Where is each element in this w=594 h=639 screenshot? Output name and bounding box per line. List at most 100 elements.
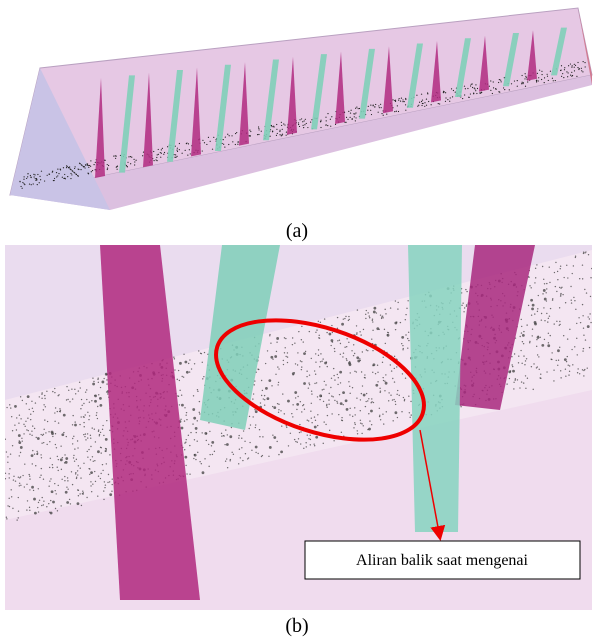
particle	[536, 346, 537, 347]
particle	[201, 353, 202, 354]
particle	[102, 464, 103, 465]
particle	[202, 140, 203, 141]
particle	[87, 433, 88, 434]
particle	[372, 350, 373, 351]
particle	[587, 325, 590, 328]
particle	[228, 144, 229, 145]
particle	[268, 456, 269, 457]
particle	[313, 443, 314, 444]
particle	[314, 370, 315, 371]
particle	[481, 92, 482, 93]
particle	[582, 315, 583, 316]
particle	[174, 369, 175, 370]
particle	[108, 474, 109, 475]
particle	[33, 183, 34, 184]
particle	[298, 122, 299, 123]
particle	[376, 327, 379, 330]
particle	[404, 399, 405, 400]
particle	[556, 291, 557, 292]
particle	[380, 419, 381, 420]
particle	[23, 179, 24, 180]
particle	[199, 461, 200, 462]
particle	[87, 451, 88, 452]
particle	[298, 124, 299, 125]
particle	[548, 333, 549, 334]
particle	[14, 405, 17, 408]
particle	[395, 101, 396, 102]
particle	[98, 431, 99, 432]
particle	[230, 459, 231, 460]
particle	[201, 463, 202, 464]
particle	[247, 458, 248, 459]
particle	[83, 422, 84, 423]
particle	[352, 119, 353, 120]
particle	[258, 128, 259, 129]
particle	[58, 485, 59, 486]
particle	[445, 101, 446, 102]
particle	[563, 77, 564, 78]
particle	[281, 125, 282, 126]
particle	[358, 108, 359, 109]
particle	[367, 312, 368, 313]
particle	[79, 382, 80, 383]
particle	[538, 295, 539, 296]
particle	[560, 266, 561, 267]
particle	[56, 447, 57, 448]
particle	[158, 154, 159, 155]
particle	[81, 505, 82, 506]
particle	[310, 411, 311, 412]
particle	[531, 287, 532, 288]
particle	[590, 322, 591, 323]
particle	[330, 387, 331, 388]
particle	[52, 501, 55, 504]
particle	[195, 459, 196, 460]
particle	[364, 377, 365, 378]
particle	[18, 441, 21, 444]
particle	[522, 341, 523, 342]
particle	[9, 468, 10, 469]
particle	[276, 441, 277, 442]
particle	[371, 398, 372, 399]
particle	[286, 131, 287, 132]
particle	[385, 313, 386, 314]
particle	[19, 485, 20, 486]
particle	[525, 360, 526, 361]
particle	[212, 454, 213, 455]
particle	[356, 332, 357, 333]
particle	[261, 380, 262, 381]
particle	[334, 351, 335, 352]
particle	[369, 315, 370, 316]
particle	[373, 402, 374, 403]
particle	[372, 320, 373, 321]
particle	[521, 363, 522, 364]
particle	[31, 177, 32, 178]
particle	[277, 403, 278, 404]
particle	[297, 364, 298, 365]
particle	[108, 165, 109, 166]
particle	[531, 307, 534, 310]
particle	[277, 366, 278, 367]
particle	[46, 391, 47, 392]
particle	[184, 420, 185, 421]
particle	[583, 252, 584, 253]
particle	[202, 471, 205, 474]
particle	[326, 407, 327, 408]
particle	[584, 62, 585, 63]
particle	[308, 420, 309, 421]
particle	[327, 113, 328, 114]
particle	[424, 106, 425, 107]
particle	[74, 424, 77, 427]
particle	[83, 434, 84, 435]
particle	[547, 76, 548, 77]
particle	[80, 477, 81, 478]
particle	[563, 277, 564, 278]
particle	[98, 382, 99, 383]
particle	[424, 102, 425, 103]
particle	[271, 126, 272, 127]
particle	[583, 61, 584, 62]
particle	[188, 363, 189, 364]
particle	[198, 350, 199, 351]
particle	[33, 411, 34, 412]
particle	[397, 390, 398, 391]
particle	[324, 318, 325, 319]
